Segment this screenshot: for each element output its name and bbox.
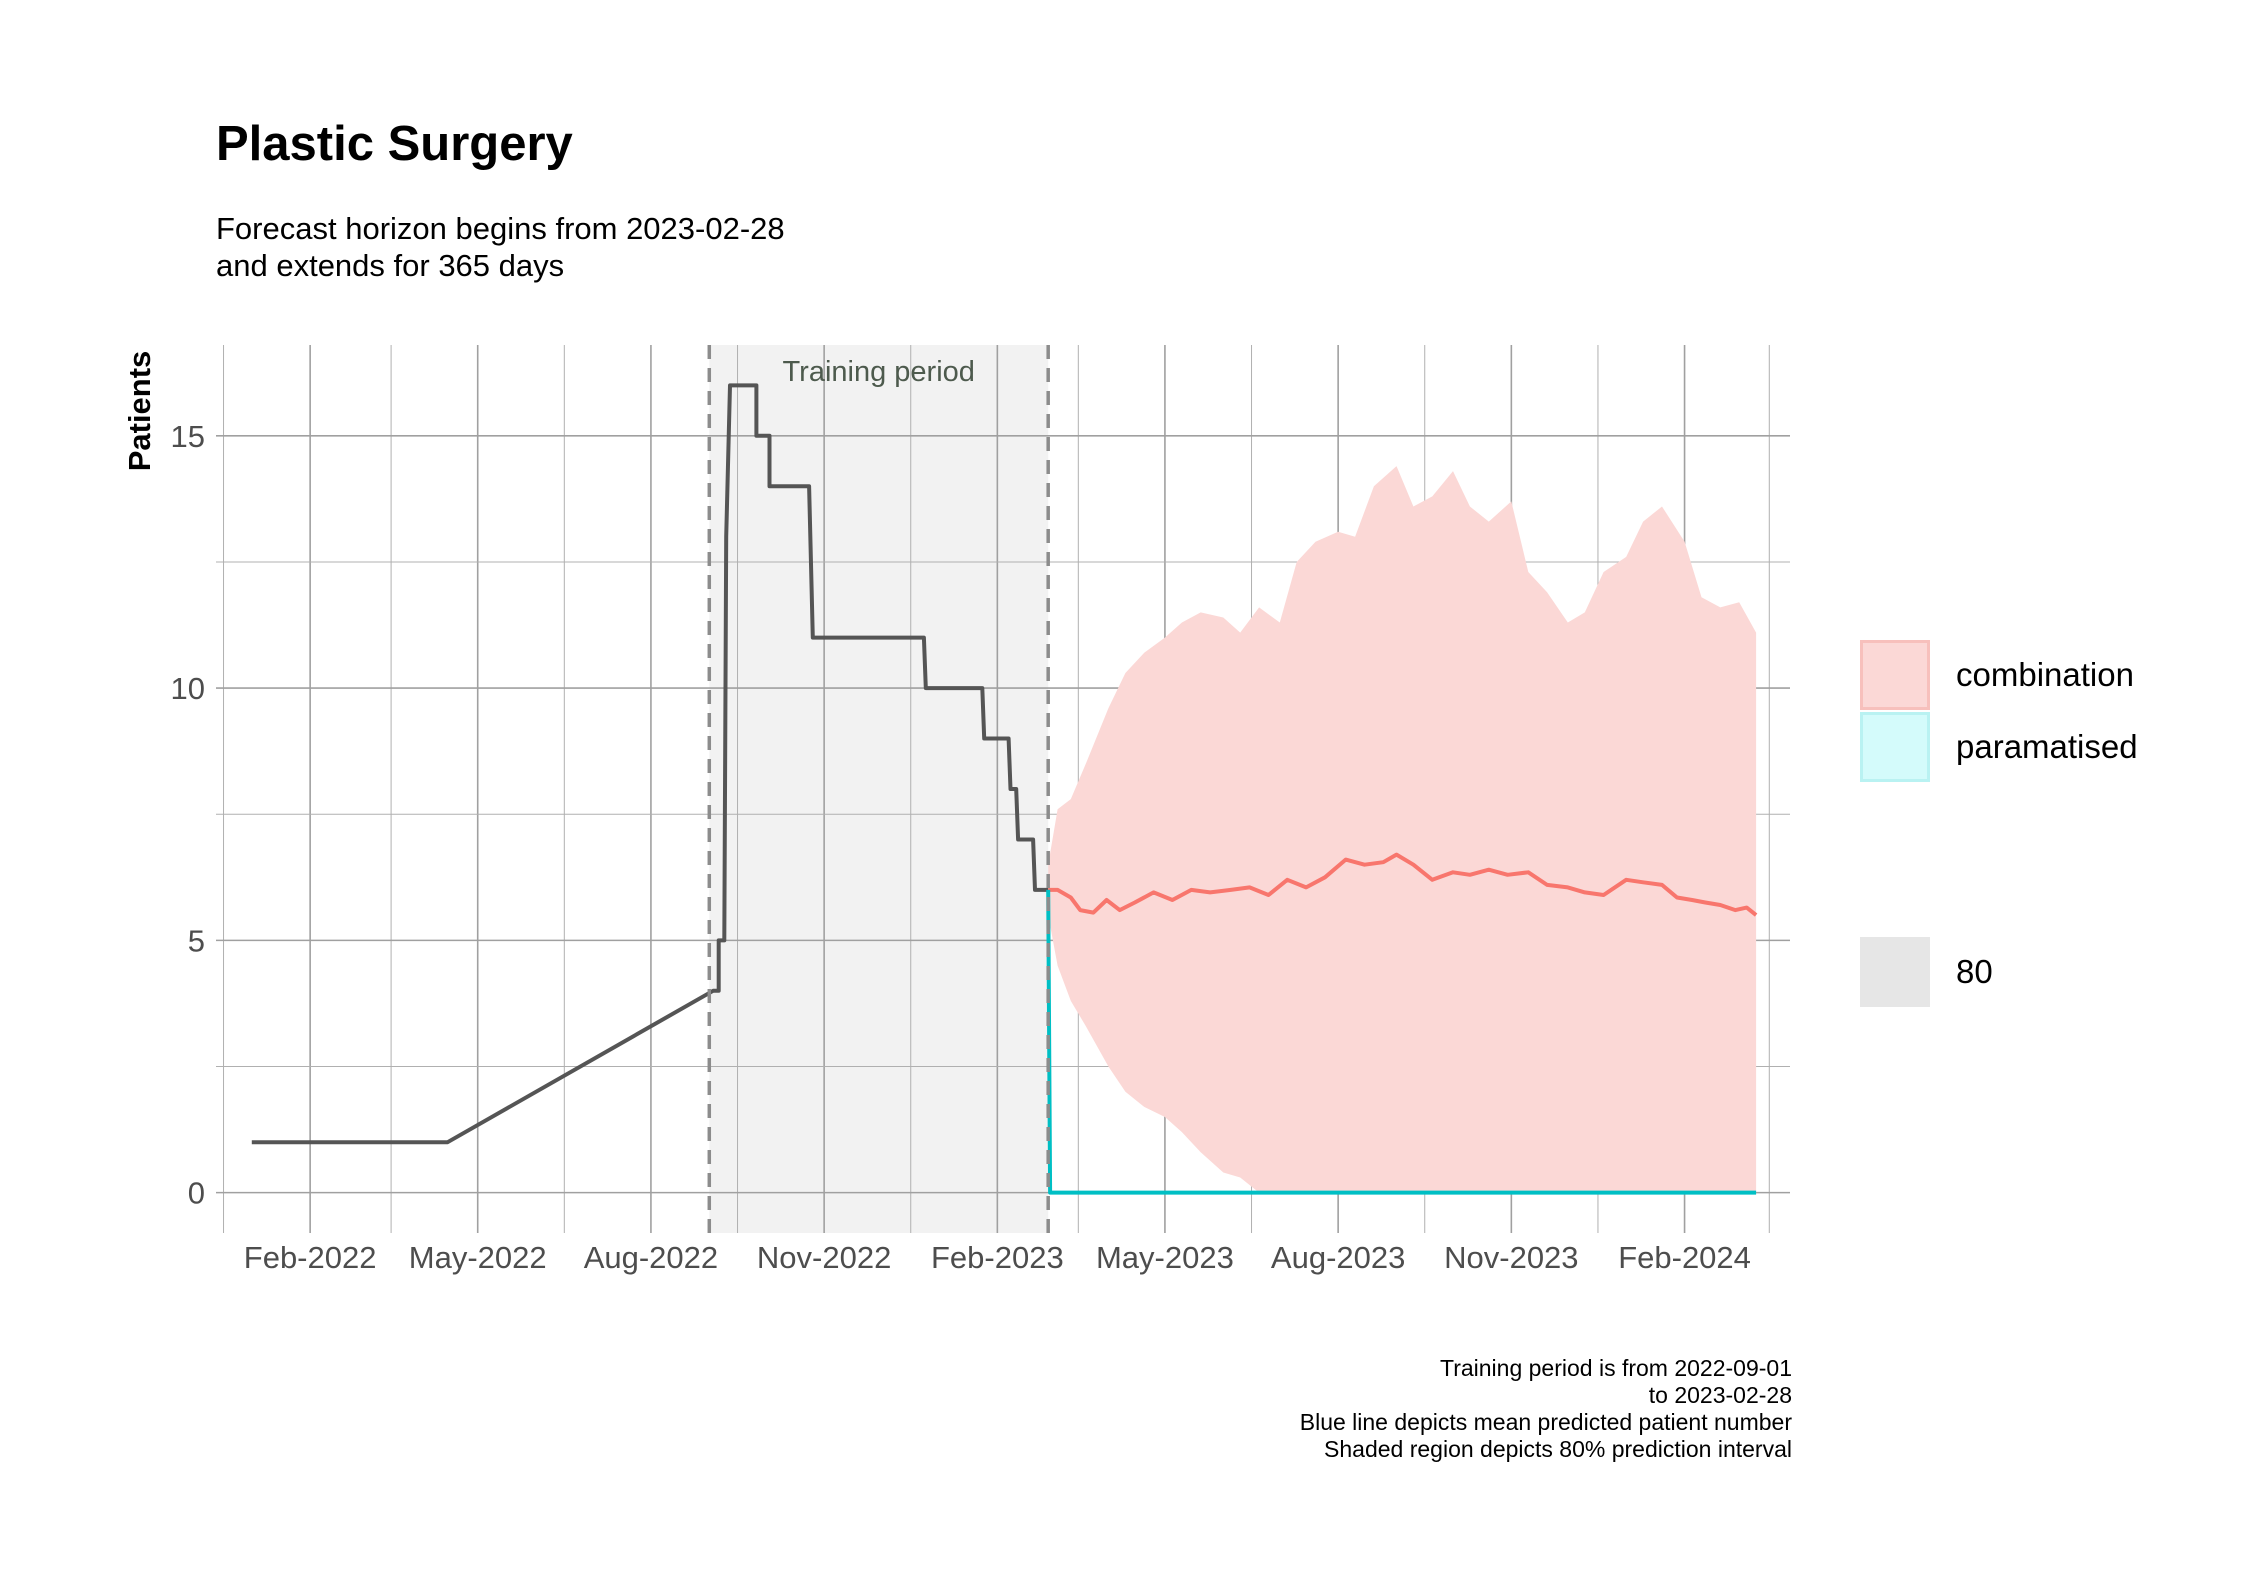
chart-subtitle: Forecast horizon begins from 2023-02-28 … — [216, 210, 785, 284]
y-tick-label: 5 — [188, 923, 205, 958]
legend-item-combination: combination — [1860, 640, 2220, 710]
x-tick-label: Nov-2023 — [1444, 1240, 1578, 1275]
series-line-actual — [251, 383, 1049, 1145]
legend-key-combination — [1860, 640, 1930, 710]
x-tick-label: Feb-2023 — [931, 1240, 1064, 1275]
y-tick-label: 15 — [171, 419, 205, 454]
y-tick-label: 0 — [188, 1176, 205, 1211]
x-tick-label: Nov-2022 — [757, 1240, 891, 1275]
x-tick-label: Feb-2022 — [244, 1240, 377, 1275]
legend-key-interval — [1860, 937, 1930, 1007]
caption-line-2: to 2023-02-28 — [1648, 1382, 1792, 1408]
legend-label-interval: 80 — [1956, 953, 1993, 990]
legend-item-interval: 80 — [1860, 937, 2220, 1007]
series-line-combination — [1048, 852, 1758, 917]
prediction-interval — [1048, 466, 1757, 1193]
y-axis-label: Patients — [122, 351, 157, 472]
panel-background — [709, 345, 1049, 1233]
legend-item-paramatised: paramatised — [1860, 712, 2220, 782]
prediction-band-combination — [1048, 466, 1757, 1193]
subtitle-line-1: Forecast horizon begins from 2023-02-28 — [216, 211, 785, 246]
subtitle-line-2: and extends for 365 days — [216, 248, 565, 283]
x-tick-label: Aug-2022 — [584, 1240, 718, 1275]
x-tick-label: May-2022 — [409, 1240, 547, 1275]
legend-key-paramatised — [1860, 712, 1930, 782]
axes: 0 5 10 15 Feb-2022 May-2022 Aug-2022 Nov-2022 Fe… — [122, 351, 1751, 1275]
legend-label-combination: combination — [1956, 656, 2134, 693]
caption-line-3: Blue line depicts mean predicted patient… — [1299, 1409, 1792, 1435]
chart-caption: Training period is from 2022-09-01 to 20… — [1300, 1355, 1792, 1463]
x-tick-label: Feb-2024 — [1618, 1240, 1751, 1275]
x-tick-label: May-2023 — [1096, 1240, 1234, 1275]
legend-label-paramatised: paramatised — [1956, 728, 2138, 765]
training-period-shade — [709, 345, 1049, 1233]
caption-line-4: Shaded region depicts 80% prediction int… — [1324, 1436, 1792, 1462]
chart-title: Plastic Surgery — [216, 117, 573, 171]
training-period-label: Training period — [783, 356, 975, 388]
caption-line-1: Training period is from 2022-09-01 — [1440, 1355, 1792, 1381]
y-tick-label: 10 — [171, 671, 205, 706]
annotations: Training period — [707, 345, 1050, 1233]
x-tick-label: Aug-2023 — [1271, 1240, 1405, 1275]
